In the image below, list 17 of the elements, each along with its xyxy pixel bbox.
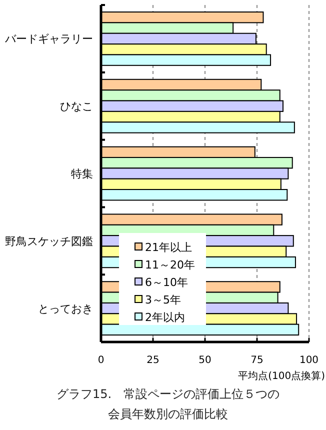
y-tick-label: バードギャラリー: [4, 32, 93, 46]
legend-label: 3～5年: [145, 294, 181, 306]
text: グラフ15. 常設ページの評価上位５つの会員年数別の評価比較: [55, 386, 281, 423]
y-tick-label: とっておき: [38, 302, 93, 316]
legend-label: 2年以内: [145, 311, 185, 324]
x-tick-label: 100: [299, 355, 319, 366]
x-tick-label: 0: [98, 355, 104, 366]
x-axis-title: 平均点(100点換算): [238, 370, 326, 382]
x-tick-label: 25: [146, 355, 160, 366]
x-tick-label: 75: [250, 355, 264, 366]
y-tick-label: ひなこ: [60, 100, 93, 114]
y-tick-label: 野鳥スケッチ図鑑: [5, 234, 93, 248]
legend-label: 21年以上: [145, 241, 192, 254]
legend-label: 11～20年: [145, 258, 195, 272]
y-tick-label: 特集: [71, 168, 93, 180]
x-tick-label: 50: [198, 355, 212, 366]
legend-label: 6～10年: [145, 276, 188, 289]
